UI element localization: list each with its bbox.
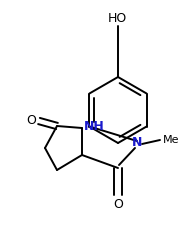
Text: O: O <box>26 114 36 128</box>
Text: Me: Me <box>163 135 180 145</box>
Text: O: O <box>113 198 123 210</box>
Text: N: N <box>132 137 142 149</box>
Text: HO: HO <box>107 11 127 25</box>
Text: NH: NH <box>84 120 105 134</box>
